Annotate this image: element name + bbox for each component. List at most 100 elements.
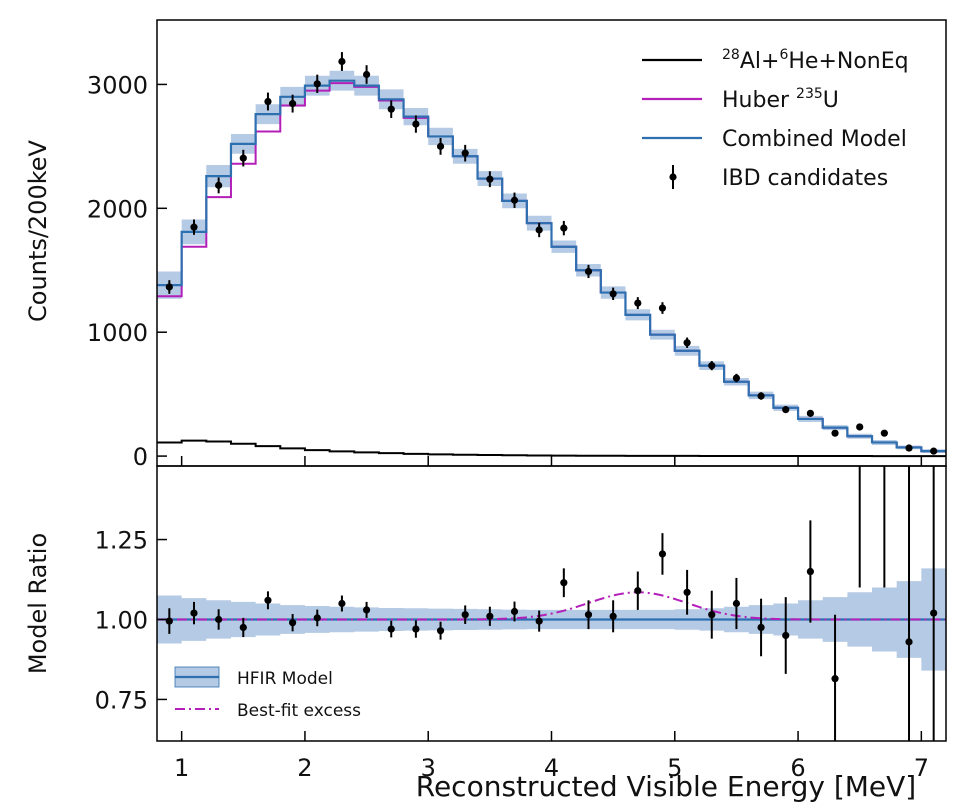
ibd-data-point bbox=[535, 226, 543, 234]
ratio-data-point bbox=[486, 612, 494, 620]
ratio-data-point bbox=[436, 627, 445, 635]
top-y-tick-label: 2000 bbox=[87, 195, 148, 223]
ibd-data-point bbox=[708, 362, 716, 370]
ibd-data-point bbox=[856, 423, 864, 431]
ibd-data-point bbox=[486, 175, 494, 183]
ibd-data-point bbox=[757, 392, 765, 400]
legend-hfir-label: HFIR Model bbox=[237, 669, 333, 689]
ibd-data-point bbox=[264, 97, 272, 106]
x-tick-label: 6 bbox=[790, 754, 805, 782]
ratio-data-point bbox=[461, 611, 469, 619]
ibd-data-point bbox=[831, 429, 839, 437]
ratio-data-point bbox=[535, 617, 543, 625]
legend-entry-label: Huber 235U bbox=[722, 86, 839, 113]
x-tick-label: 4 bbox=[544, 754, 559, 782]
x-axis-label: Reconstructed Visible Energy [MeV] bbox=[416, 770, 916, 803]
legend-sup: 6 bbox=[779, 47, 788, 63]
ibd-data-point bbox=[634, 299, 642, 307]
ratio-data-point bbox=[362, 606, 371, 614]
ratio-data-point bbox=[584, 611, 593, 619]
x-tick-label: 7 bbox=[914, 754, 929, 782]
bottom-y-tick-label: 0.75 bbox=[95, 686, 148, 714]
ibd-data-point bbox=[930, 447, 938, 455]
ratio-data-point bbox=[708, 611, 716, 619]
ibd-data-point bbox=[165, 283, 173, 291]
ibd-data-point bbox=[905, 444, 913, 452]
ibd-data-point bbox=[387, 105, 395, 113]
ibd-data-point bbox=[362, 70, 371, 79]
ibd-data-point bbox=[658, 304, 667, 312]
x-tick-label: 5 bbox=[667, 754, 682, 782]
ibd-data-point bbox=[289, 100, 297, 108]
bottom-plot-area bbox=[157, 466, 946, 741]
legend-sup: 235 bbox=[796, 86, 823, 102]
ratio-data-point bbox=[905, 638, 913, 646]
ibd-data-point bbox=[461, 149, 469, 157]
top-y-tick-label: 3000 bbox=[87, 71, 148, 99]
legend-ibd-marker bbox=[669, 173, 677, 181]
ibd-data-point bbox=[560, 224, 568, 232]
ibd-data-point bbox=[609, 290, 617, 298]
best-fit-excess-curve bbox=[157, 591, 946, 621]
legend-text: Huber bbox=[722, 88, 796, 113]
ratio-data-point bbox=[215, 615, 223, 624]
ibd-data-point bbox=[584, 267, 593, 276]
ratio-data-point bbox=[264, 596, 272, 604]
ratio-data-point bbox=[930, 609, 938, 617]
ratio-data-point bbox=[313, 614, 321, 622]
ratio-data-point bbox=[634, 587, 642, 595]
legend-text: U bbox=[823, 88, 839, 113]
ratio-data-point bbox=[831, 675, 839, 683]
legend-text: He+NonEq bbox=[788, 49, 908, 74]
x-tick-label: 2 bbox=[297, 754, 312, 782]
legend-text: Combined Model bbox=[722, 127, 907, 152]
ratio-data-point bbox=[190, 609, 198, 617]
ibd-data-point bbox=[190, 223, 198, 231]
legend-entry-label: Combined Model bbox=[722, 127, 907, 152]
ibd-data-point bbox=[215, 181, 223, 189]
ibd-data-point bbox=[436, 142, 445, 150]
legend-text: IBD candidates bbox=[722, 166, 888, 191]
ratio-data-point bbox=[338, 599, 346, 608]
top-y-tick-label: 0 bbox=[133, 443, 148, 471]
ibd-data-point bbox=[239, 154, 247, 162]
legend-entry-label: IBD candidates bbox=[722, 166, 888, 191]
ratio-data-point bbox=[239, 623, 247, 632]
ibd-data-point bbox=[806, 409, 814, 417]
ratio-data-point bbox=[782, 631, 790, 640]
ibd-data-point bbox=[313, 80, 321, 88]
legend-entry-label: 28Al+6He+NonEq bbox=[722, 47, 909, 74]
x-tick-label: 3 bbox=[421, 754, 436, 782]
bottom-y-axis-label: Model Ratio bbox=[24, 533, 52, 674]
background-step-line bbox=[157, 439, 946, 458]
bottom-y-tick-label: 1.25 bbox=[95, 527, 148, 555]
ratio-data-point bbox=[560, 579, 568, 587]
legend-sup: 28 bbox=[722, 47, 740, 63]
bottom-y-tick-label: 1.00 bbox=[95, 606, 148, 634]
ibd-data-point bbox=[732, 374, 741, 382]
legend-excess-label: Best-fit excess bbox=[237, 701, 361, 721]
x-tick-label: 1 bbox=[174, 754, 189, 782]
ratio-data-point bbox=[510, 607, 519, 616]
ratio-data-point bbox=[658, 550, 667, 558]
ratio-data-point bbox=[806, 567, 814, 576]
ibd-data-point bbox=[782, 406, 790, 414]
ratio-data-point bbox=[683, 588, 691, 596]
top-plot-area bbox=[157, 52, 946, 458]
ibd-data-point bbox=[880, 429, 888, 437]
top-y-axis-label: Counts/200keV bbox=[24, 139, 52, 321]
ratio-data-point bbox=[165, 617, 173, 625]
ratio-data-point bbox=[609, 612, 617, 620]
legend-text: Al+ bbox=[740, 49, 780, 74]
ratio-data-point bbox=[757, 623, 765, 632]
ratio-data-point bbox=[412, 625, 420, 633]
ratio-data-point bbox=[289, 619, 297, 627]
top-y-tick-label: 1000 bbox=[87, 319, 148, 347]
ibd-data-point bbox=[412, 120, 420, 128]
ratio-data-point bbox=[387, 625, 395, 633]
ratio-data-point bbox=[732, 599, 741, 608]
ibd-data-point bbox=[683, 339, 691, 347]
ibd-data-point bbox=[338, 57, 346, 66]
ibd-data-point bbox=[510, 196, 519, 204]
